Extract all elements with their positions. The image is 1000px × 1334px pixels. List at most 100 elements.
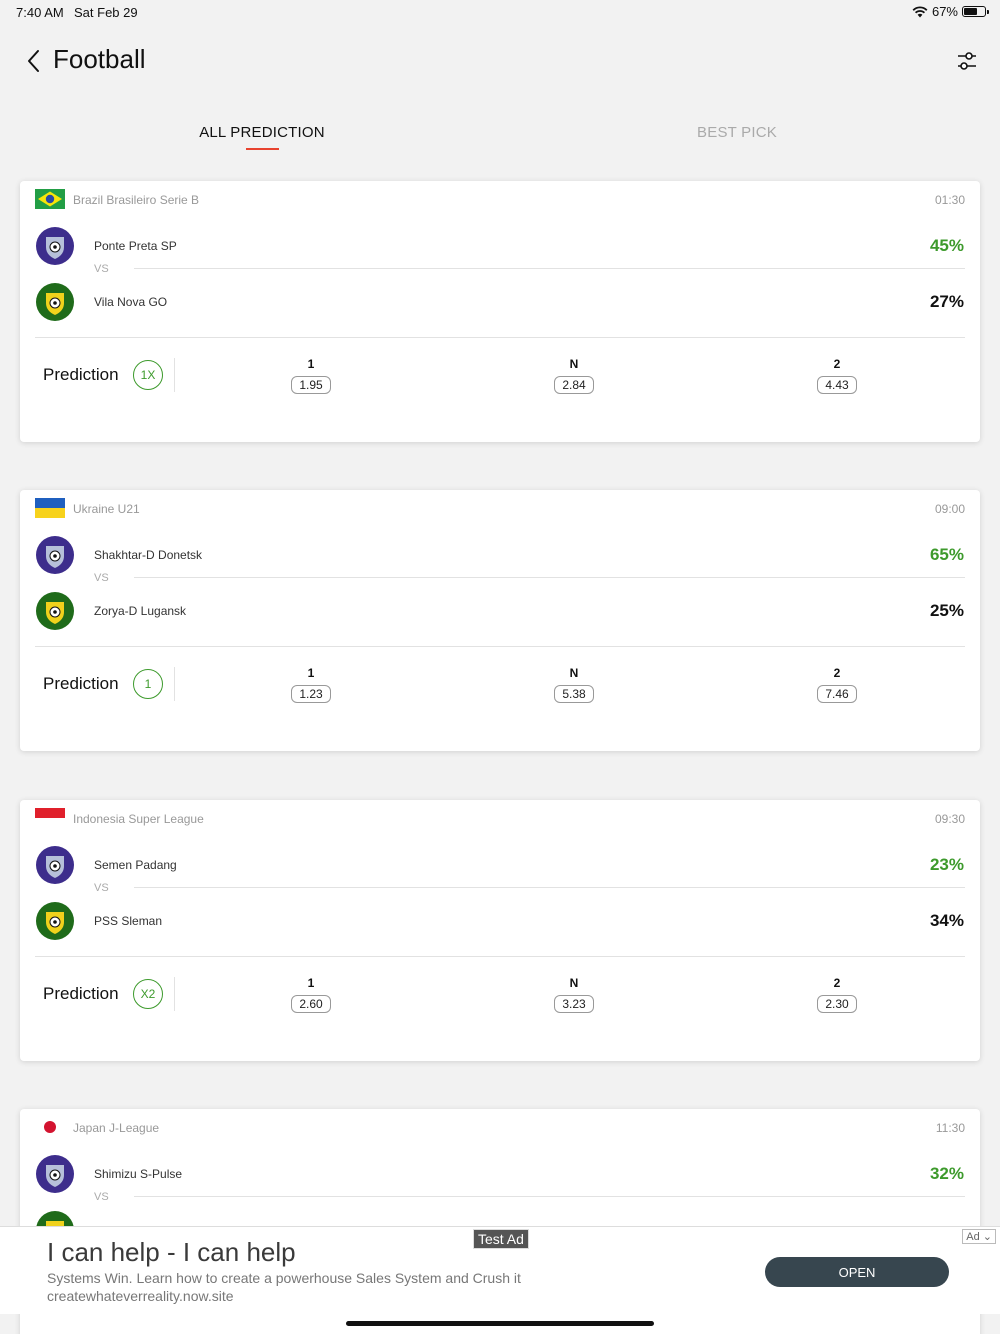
ad-url: createwhateverreality.now.site (47, 1288, 234, 1304)
home-win-percentage: 32% (929, 1164, 964, 1183)
away-win-percentage: 25% (929, 601, 964, 620)
divider (174, 667, 175, 701)
team-crest-icon (36, 592, 74, 630)
japan-flag-icon (35, 1117, 65, 1137)
league-row: Japan J-League 11:30 (35, 1117, 965, 1139)
divider (134, 1196, 965, 1197)
tab-best-pick[interactable]: BEST PICK (697, 124, 777, 141)
filter-button[interactable] (954, 48, 980, 74)
odd-home-value: 1.23 (291, 685, 331, 703)
ukraine-flag-icon (35, 498, 65, 518)
prediction-label: Prediction (43, 674, 119, 693)
divider (35, 956, 965, 957)
nav-bar: Football (0, 38, 1000, 84)
divider (35, 646, 965, 647)
odd-home-label: 1 (307, 666, 315, 680)
page-title: Football (53, 44, 146, 74)
odd-home-value: 1.95 (291, 376, 331, 394)
odd-away[interactable]: 2 7.46 (797, 666, 877, 703)
divider (134, 577, 965, 578)
ad-banner[interactable]: Test Ad Ad ⌄ I can help - I can help Sys… (0, 1226, 1000, 1314)
prediction-label: Prediction (43, 365, 119, 384)
odd-draw-label: N (569, 976, 579, 990)
odd-away[interactable]: 2 4.43 (797, 357, 877, 394)
match-time: 01:30 (934, 193, 965, 207)
odd-home[interactable]: 1 1.23 (271, 666, 351, 703)
odd-draw-label: N (569, 357, 579, 371)
battery-percent: 67% (931, 4, 958, 19)
ad-title: I can help - I can help (47, 1237, 296, 1267)
team-crest-icon (36, 902, 74, 940)
odd-away-label: 2 (833, 976, 841, 990)
status-bar: 7:40 AM Sat Feb 29 67% (0, 0, 1000, 24)
home-indicator (346, 1321, 654, 1326)
chevron-left-icon (28, 50, 39, 72)
prediction-badge: 1 (133, 669, 163, 699)
odd-home-label: 1 (307, 357, 315, 371)
league-name: Japan J-League (73, 1121, 160, 1135)
prediction-badge: 1X (133, 360, 163, 390)
prediction-badge: X2 (133, 979, 163, 1009)
divider (134, 887, 965, 888)
active-tab-indicator (246, 148, 279, 150)
odd-away-label: 2 (833, 666, 841, 680)
home-team-name: Ponte Preta SP (94, 239, 177, 253)
odd-draw[interactable]: N 5.38 (534, 666, 614, 703)
wifi-icon (912, 5, 928, 17)
odd-home-value: 2.60 (291, 995, 331, 1013)
divider (35, 337, 965, 338)
match-card[interactable]: Ukraine U21 09:00 Shakhtar-D Donetsk 65%… (20, 490, 980, 751)
status-indicators: 67% (912, 4, 989, 19)
test-ad-label: Test Ad (473, 1229, 529, 1249)
status-time: 7:40 AM (16, 5, 64, 20)
prediction-label: Prediction (43, 984, 119, 1003)
odd-draw-value: 3.23 (554, 995, 594, 1013)
league-name: Indonesia Super League (73, 812, 204, 826)
league-name: Brazil Brasileiro Serie B (73, 193, 200, 207)
vs-label: VS (94, 572, 109, 584)
odd-away[interactable]: 2 2.30 (797, 976, 877, 1013)
status-date: Sat Feb 29 (74, 5, 138, 20)
match-time: 09:00 (934, 502, 965, 516)
vs-label: VS (94, 1191, 109, 1203)
odd-draw[interactable]: N 3.23 (534, 976, 614, 1013)
away-team-name: Vila Nova GO (94, 295, 168, 309)
match-time: 11:30 (935, 1121, 965, 1135)
odd-draw-value: 2.84 (554, 376, 594, 394)
vs-label: VS (94, 263, 109, 275)
indonesia-flag-icon (35, 808, 65, 828)
odd-away-value: 4.43 (817, 376, 857, 394)
odd-away-value: 2.30 (817, 995, 857, 1013)
away-team-name: Zorya-D Lugansk (94, 604, 187, 618)
home-team-name: Shakhtar-D Donetsk (94, 548, 203, 562)
team-crest-icon (36, 227, 74, 265)
ad-choices-button[interactable]: Ad ⌄ (962, 1229, 996, 1244)
brazil-flag-icon (35, 189, 65, 209)
league-name: Ukraine U21 (73, 502, 140, 516)
divider (174, 358, 175, 392)
league-row: Indonesia Super League 09:30 (35, 808, 965, 830)
team-crest-icon (36, 846, 74, 884)
match-time: 09:30 (934, 812, 965, 826)
match-card[interactable]: Brazil Brasileiro Serie B 01:30 Ponte Pr… (20, 181, 980, 442)
odd-home[interactable]: 1 2.60 (271, 976, 351, 1013)
match-card[interactable]: Indonesia Super League 09:30 Semen Padan… (20, 800, 980, 1061)
home-win-percentage: 65% (929, 545, 964, 564)
odd-home[interactable]: 1 1.95 (271, 357, 351, 394)
sliders-icon (958, 52, 976, 70)
league-row: Brazil Brasileiro Serie B 01:30 (35, 189, 965, 211)
vs-label: VS (94, 882, 109, 894)
tab-bar: ALL PREDICTION BEST PICK (0, 118, 1000, 158)
league-row: Ukraine U21 09:00 (35, 498, 965, 520)
ad-description: Systems Win. Learn how to create a power… (47, 1270, 521, 1286)
battery-icon (962, 6, 989, 17)
odd-away-value: 7.46 (817, 685, 857, 703)
tab-all-prediction[interactable]: ALL PREDICTION (199, 124, 325, 141)
odd-away-label: 2 (833, 357, 841, 371)
away-win-percentage: 34% (929, 911, 964, 930)
team-crest-icon (36, 536, 74, 574)
back-button[interactable] (18, 46, 48, 76)
odd-draw-label: N (569, 666, 579, 680)
ad-open-button[interactable]: OPEN (765, 1257, 949, 1287)
odd-draw[interactable]: N 2.84 (534, 357, 614, 394)
